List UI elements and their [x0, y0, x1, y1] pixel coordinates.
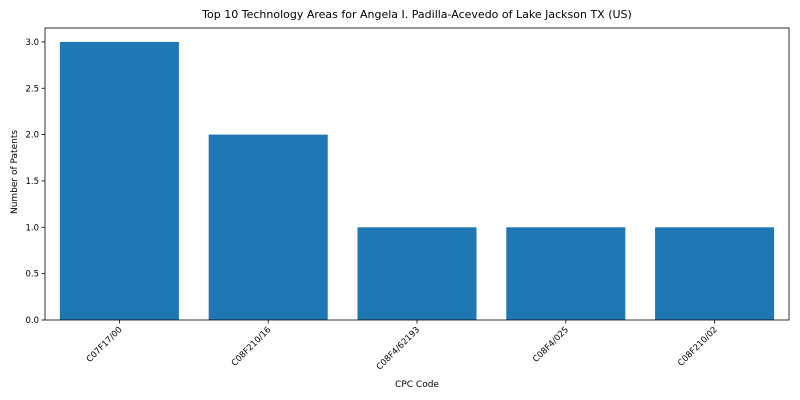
x-tick-label: C08F210/16: [230, 325, 274, 369]
y-axis-label: Number of Patents: [10, 130, 20, 214]
bar-3: [506, 227, 626, 320]
bar-0: [59, 41, 179, 321]
chart-title: Top 10 Technology Areas for Angela I. Pa…: [201, 8, 632, 21]
y-tick-label: 2.5: [25, 84, 39, 94]
y-tick-label: 1.5: [25, 177, 39, 187]
y-tick-label: 0.5: [25, 270, 39, 280]
y-tick-label: 3.0: [25, 38, 39, 48]
bar-4: [655, 227, 775, 320]
x-tick-label: C07F17/00: [85, 325, 125, 365]
y-tick-label: 2.0: [25, 131, 39, 141]
bars-group: [59, 41, 775, 321]
y-tick-label: 0.0: [25, 316, 39, 326]
bar-2: [357, 227, 477, 320]
x-tick-label: C08F4/025: [531, 325, 571, 365]
y-tick-label: 1.0: [25, 223, 39, 233]
y-axis-ticks: 0.0 0.5 1.0 1.5 2.0 2.5 3.0: [25, 38, 45, 326]
plot-frame: [44, 27, 790, 321]
x-tick-label: C08F210/02: [676, 325, 720, 369]
x-axis-ticks: C07F17/00 C08F210/16 C08F4/62193 C08F4/025 C…: [85, 320, 720, 372]
x-axis-label: CPC Code: [395, 380, 439, 390]
x-tick-label: C08F4/62193: [375, 325, 422, 372]
bar-1: [208, 134, 328, 320]
